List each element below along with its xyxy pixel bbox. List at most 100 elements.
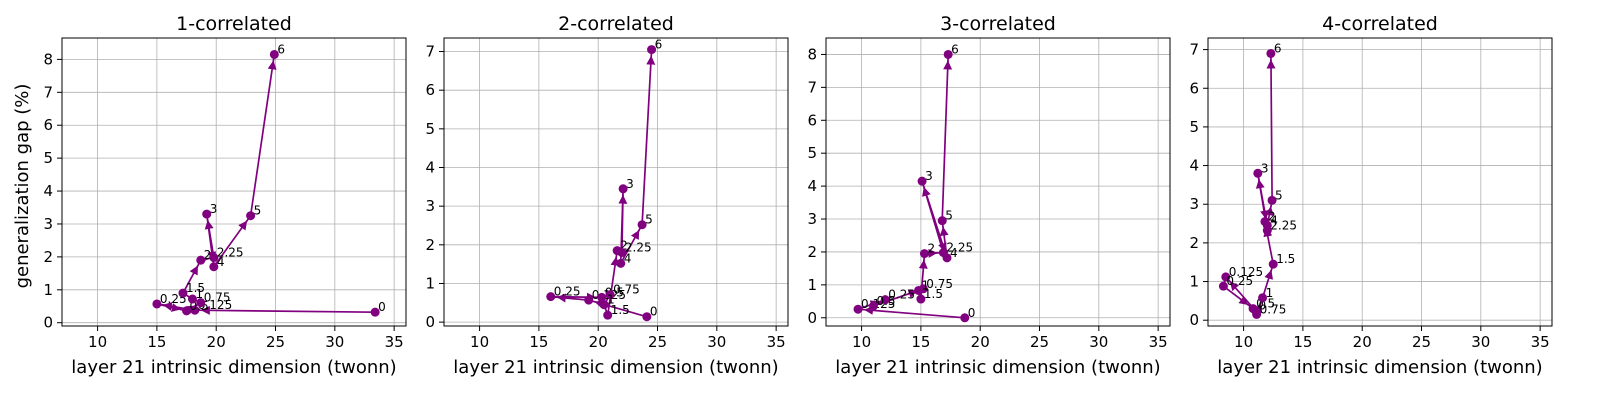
y-tick-label: 3 — [425, 197, 435, 215]
data-point — [937, 216, 947, 226]
x-tick-label: 25 — [1030, 333, 1049, 351]
data-label: 2 — [1268, 210, 1276, 224]
data-point — [603, 310, 613, 320]
y-tick-label: 8 — [43, 50, 53, 68]
y-tick-label: 6 — [807, 111, 817, 129]
data-point — [599, 300, 609, 310]
series-arrow — [1253, 303, 1262, 314]
y-tick-label: 0 — [807, 309, 817, 327]
data-point — [152, 299, 162, 309]
data-point — [914, 285, 924, 295]
data-label: 6 — [277, 42, 285, 56]
data-label: 1.5 — [1276, 252, 1295, 266]
series-arrow — [1229, 280, 1240, 292]
x-tick-label: 35 — [1149, 333, 1168, 351]
data-label: 5 — [1275, 188, 1283, 202]
y-tick-label: 3 — [1189, 195, 1199, 213]
y-tick-label: 2 — [425, 236, 435, 254]
data-point — [960, 313, 970, 323]
data-point — [637, 220, 647, 230]
y-tick-label: 2 — [1189, 234, 1199, 252]
data-point — [202, 209, 212, 219]
data-label: 2 — [620, 239, 628, 253]
x-tick-label: 30 — [1089, 333, 1108, 351]
data-label: 0.125 — [198, 298, 232, 312]
y-tick-label: 5 — [43, 149, 53, 167]
x-tick-label: 35 — [767, 333, 786, 351]
data-label: 4 — [1270, 213, 1278, 227]
data-point — [178, 288, 188, 298]
data-label: 1 — [607, 293, 615, 307]
y-tick-label: 3 — [43, 215, 53, 233]
data-label: 1 — [922, 278, 930, 292]
x-tick-label: 25 — [266, 333, 285, 351]
data-label: 1.5 — [186, 281, 205, 295]
x-tick-label: 20 — [971, 333, 990, 351]
data-label: 5 — [945, 209, 953, 223]
y-tick-label: 5 — [807, 144, 817, 162]
data-point — [642, 312, 652, 322]
x-tick-label: 10 — [852, 333, 871, 351]
x-tick-label: 35 — [1531, 333, 1550, 351]
data-point — [943, 49, 953, 59]
x-tick-label: 10 — [1234, 333, 1253, 351]
y-tick-label: 6 — [425, 81, 435, 99]
data-point — [1262, 220, 1272, 230]
data-point — [597, 292, 607, 302]
x-tick-label: 15 — [1293, 333, 1312, 351]
data-label: 0.25 — [888, 288, 915, 302]
y-tick-label: 7 — [807, 78, 817, 96]
y-tick-label: 5 — [425, 120, 435, 138]
y-tick-label: 2 — [43, 248, 53, 266]
data-point — [942, 253, 952, 263]
data-label: 6 — [1274, 41, 1282, 55]
x-tick-label: 25 — [1412, 333, 1431, 351]
data-point — [182, 306, 192, 316]
y-tick-label: 4 — [43, 182, 53, 200]
data-label: 0 — [1258, 299, 1266, 313]
y-tick-label: 1 — [1189, 273, 1199, 291]
data-point — [196, 255, 206, 265]
data-label: 0.125 — [1229, 265, 1263, 279]
plot-frame — [825, 37, 1171, 327]
data-label: 1.5 — [924, 287, 943, 301]
data-label: 5 — [254, 204, 262, 218]
data-label: 2.25 — [1270, 219, 1297, 233]
data-point — [1267, 195, 1277, 205]
x-tick-label: 30 — [1471, 333, 1490, 351]
data-point — [1268, 259, 1278, 269]
x-tick-label: 15 — [147, 333, 166, 351]
x-tick-label: 10 — [88, 333, 107, 351]
y-tick-label: 4 — [1189, 157, 1199, 175]
data-point — [617, 248, 627, 258]
data-point — [1266, 48, 1276, 58]
data-label: 0.5 — [876, 294, 895, 308]
data-point — [917, 176, 927, 186]
data-point — [370, 307, 380, 317]
series-arrow — [189, 265, 199, 276]
data-label: 0.75 — [204, 291, 231, 305]
data-point — [1221, 272, 1231, 282]
data-label: 2.25 — [625, 241, 652, 255]
x-axis-label: layer 21 intrinsic dimension (twonn) — [71, 357, 396, 378]
data-label: 1 — [1266, 286, 1274, 300]
x-tick-label: 10 — [470, 333, 489, 351]
data-label: 0.75 — [1260, 302, 1287, 316]
y-tick-label: 5 — [1189, 118, 1199, 136]
x-tick-label: 30 — [325, 333, 344, 351]
data-label: 0 — [378, 300, 386, 314]
data-label: 0.25 — [554, 285, 581, 299]
x-tick-label: 20 — [589, 333, 608, 351]
data-point — [880, 295, 890, 305]
series-arrow — [238, 220, 248, 231]
data-point — [1218, 281, 1228, 291]
data-label: 3 — [626, 177, 634, 191]
y-tick-label: 0 — [43, 314, 53, 332]
data-label: 3 — [925, 169, 933, 183]
series-arrow — [1238, 295, 1249, 306]
data-point — [584, 295, 594, 305]
data-label: 2 — [927, 242, 935, 256]
panel-title: 2-correlated — [558, 13, 674, 35]
x-axis-label: layer 21 intrinsic dimension (twonn) — [1217, 357, 1542, 378]
